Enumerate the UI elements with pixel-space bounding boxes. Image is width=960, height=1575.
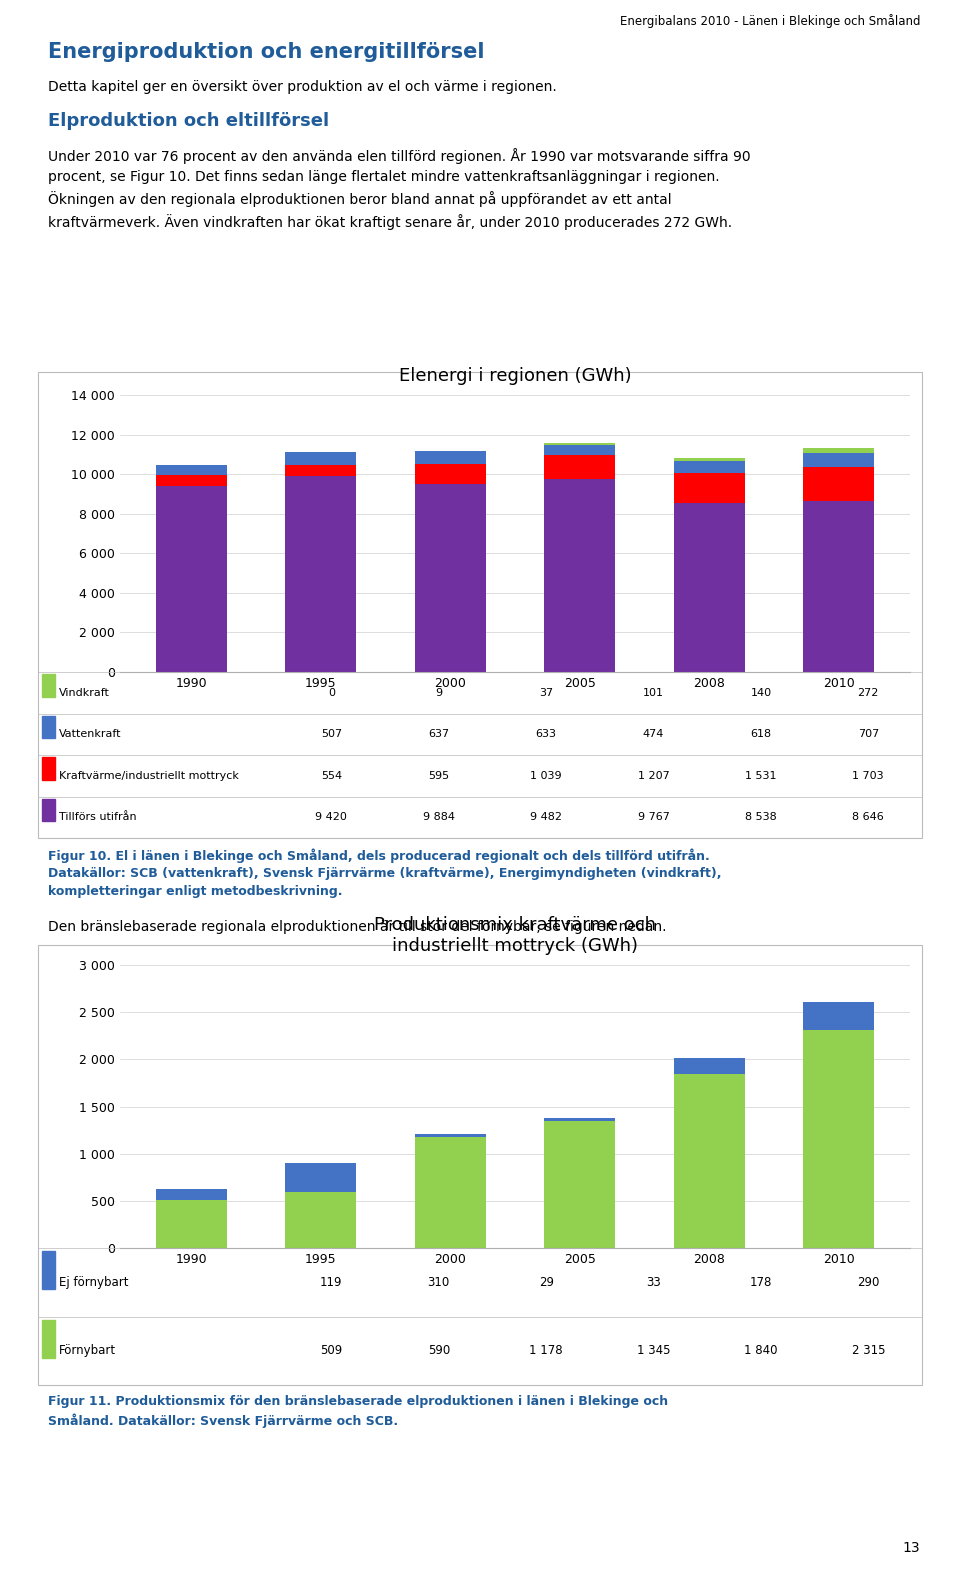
Text: Detta kapitel ger en översikt över produktion av el och värme i regionen.: Detta kapitel ger en översikt över produ… [48,80,557,94]
Text: Energibalans 2010 - Länen i Blekinge och Småland: Energibalans 2010 - Länen i Blekinge och… [619,14,920,28]
Bar [803,447,875,454]
Bar [674,458,745,460]
Text: Elproduktion och eltillförsel: Elproduktion och eltillförsel [48,112,329,131]
Bar [285,452,356,465]
Text: Under 2010 var 76 procent av den använda elen tillförd regionen. År 1990 var mot: Under 2010 var 76 procent av den använda… [48,148,751,230]
Text: 9 482: 9 482 [530,813,563,822]
Text: 707: 707 [857,729,879,739]
Text: Ej förnybart: Ej förnybart [60,1276,129,1288]
Bar [803,1030,875,1247]
Text: 101: 101 [643,688,664,698]
Text: 1 345: 1 345 [636,1343,670,1358]
Text: 8 646: 8 646 [852,813,884,822]
Bar [156,485,228,673]
Bar [544,1118,615,1121]
Text: 119: 119 [320,1276,343,1288]
Text: 554: 554 [321,770,342,781]
Text: 1 207: 1 207 [637,770,669,781]
Text: 9: 9 [435,688,443,698]
Bar [674,502,745,673]
Bar [156,1189,228,1200]
Text: Förnybart: Förnybart [60,1343,116,1358]
Text: Vindkraft: Vindkraft [60,688,110,698]
Bar [285,465,356,477]
Text: 595: 595 [428,770,449,781]
Text: 1 531: 1 531 [745,770,777,781]
Text: Vattenkraft: Vattenkraft [60,729,122,739]
Text: 590: 590 [427,1343,450,1358]
Bar [156,1200,228,1247]
Text: 8 538: 8 538 [745,813,777,822]
Bar [803,454,875,468]
Text: 9 884: 9 884 [422,813,455,822]
Bar [38,945,922,1384]
Bar [285,1192,356,1247]
Bar [42,1252,56,1288]
Bar [42,758,56,780]
Text: 1 840: 1 840 [744,1343,778,1358]
Text: 310: 310 [427,1276,450,1288]
Text: Figur 10. El i länen i Blekinge och Småland, dels producerad regionalt och dels : Figur 10. El i länen i Blekinge och Smål… [48,847,722,898]
Text: 29: 29 [539,1276,554,1288]
Title: Produktionsmix kraftvärme och
industriellt mottryck (GWh): Produktionsmix kraftvärme och industriel… [374,917,656,954]
Text: Energiproduktion och energitillförsel: Energiproduktion och energitillförsel [48,43,485,61]
Bar [674,472,745,502]
Text: 509: 509 [321,1343,343,1358]
Bar [674,460,745,472]
Text: 290: 290 [857,1276,879,1288]
Text: 637: 637 [428,729,449,739]
Text: 2 315: 2 315 [852,1343,885,1358]
Bar [544,444,615,446]
Text: 0: 0 [328,688,335,698]
Text: 9 420: 9 420 [316,813,348,822]
Text: Kraftvärme/industriellt mottryck: Kraftvärme/industriellt mottryck [60,770,239,781]
Text: 272: 272 [857,688,879,698]
Text: 178: 178 [750,1276,772,1288]
Bar [285,477,356,673]
Bar [156,474,228,485]
Bar [544,1121,615,1247]
Bar [544,446,615,455]
Bar [803,1002,875,1030]
Text: 33: 33 [646,1276,660,1288]
Text: 1 039: 1 039 [530,770,562,781]
Bar [42,1320,56,1358]
Text: Tillförs utifrån: Tillförs utifrån [60,813,136,822]
Bar [803,501,875,673]
Text: 474: 474 [643,729,664,739]
Text: 507: 507 [321,729,342,739]
Bar [544,479,615,673]
Title: Elenergi i regionen (GWh): Elenergi i regionen (GWh) [398,367,632,386]
Bar [42,674,56,696]
Bar [415,452,486,463]
Bar [285,1162,356,1192]
Bar [415,1134,486,1137]
Bar [38,372,922,838]
Text: 633: 633 [536,729,557,739]
Bar [803,468,875,501]
Text: 1 703: 1 703 [852,770,884,781]
Bar [156,465,228,474]
Text: Figur 11. Produktionsmix för den bränslebaserade elproduktionen i länen i Blekin: Figur 11. Produktionsmix för den bränsle… [48,1395,668,1429]
Bar [415,463,486,485]
Bar [42,715,56,739]
Bar [674,1074,745,1247]
Text: 618: 618 [751,729,772,739]
Bar [415,1137,486,1247]
Text: Den bränslebaserade regionala elproduktionen är till stor del förnybar, se figur: Den bränslebaserade regionala elprodukti… [48,920,666,934]
Text: 140: 140 [751,688,772,698]
Text: 9 767: 9 767 [637,813,669,822]
Bar [674,1058,745,1074]
Bar [544,455,615,479]
Text: 37: 37 [540,688,553,698]
Bar [415,485,486,673]
Text: 13: 13 [902,1540,920,1555]
Bar [42,799,56,822]
Text: 1 178: 1 178 [529,1343,563,1358]
